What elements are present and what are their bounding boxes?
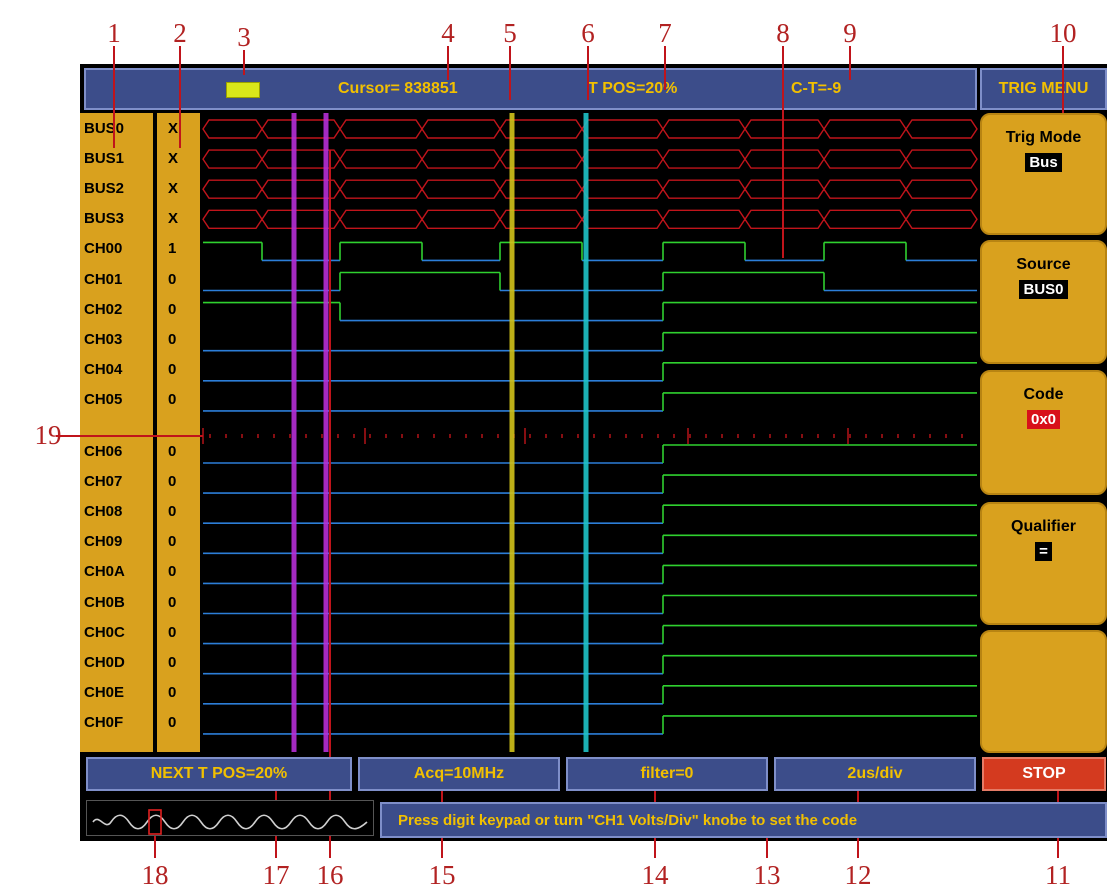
channel-label-column — [80, 113, 153, 752]
channel-label-bus3: BUS3 — [84, 210, 125, 228]
channel-value-bus2: X — [168, 180, 179, 198]
timebase-field[interactable]: 2us/div — [774, 757, 976, 791]
channel-label-ch04: CH04 — [84, 360, 123, 378]
menu-title-bar: TRIG MENU — [980, 68, 1107, 110]
callout-8: 8 — [776, 18, 790, 48]
channel-value-ch03: 0 — [168, 330, 177, 348]
status-message: Press digit keypad or turn "CH1 Volts/Di… — [398, 811, 858, 829]
source-button[interactable]: Source BUS0 — [980, 240, 1107, 364]
ct-readout: C-T=-9 — [791, 80, 842, 97]
bus-trace-3 — [202, 209, 978, 229]
channel-value-ch01: 0 — [168, 270, 177, 288]
callout-18: 18 — [141, 860, 169, 890]
callout-4: 4 — [441, 18, 455, 48]
trig-mode-value: Bus — [1025, 153, 1062, 172]
channel-value-ch0d: 0 — [168, 653, 177, 671]
menu-title: TRIG MENU — [998, 80, 1089, 97]
channel-label-ch0f: CH0F — [84, 713, 124, 731]
channel-value-ch02: 0 — [168, 300, 177, 318]
bus-trace-1 — [202, 149, 978, 169]
code-title: Code — [1023, 386, 1064, 403]
channel-value-ch0c: 0 — [168, 623, 177, 641]
channel-value-ch0b: 0 — [168, 593, 177, 611]
tpos-readout: T POS=20% — [588, 80, 678, 97]
channel-label-ch05: CH05 — [84, 390, 123, 408]
source-value: BUS0 — [1019, 280, 1068, 299]
channel-value-bus1: X — [168, 150, 179, 168]
callout-7: 7 — [658, 18, 672, 48]
channel-value-ch08: 0 — [168, 503, 177, 521]
callout-6: 6 — [581, 18, 595, 48]
oscilloscope-screen — [80, 64, 1107, 841]
overview-wave-icon — [92, 809, 368, 835]
callout-3: 3 — [237, 22, 251, 52]
channel-value-ch05: 0 — [168, 390, 177, 408]
callout-5: 5 — [503, 18, 517, 48]
callout-11: 11 — [1045, 860, 1071, 890]
callout-10: 10 — [1049, 18, 1077, 48]
channel-value-ch0e: 0 — [168, 683, 177, 701]
channel-value-ch09: 0 — [168, 533, 177, 551]
menu-blank-button[interactable] — [980, 630, 1107, 753]
channel-value-ch0f: 0 — [168, 713, 177, 731]
channel-label-ch07: CH07 — [84, 473, 123, 491]
channel-value-bus3: X — [168, 210, 179, 228]
source-title: Source — [1016, 256, 1071, 273]
callout-2: 2 — [173, 18, 187, 48]
channel-label-ch0c: CH0C — [84, 623, 125, 641]
channel-label-ch01: CH01 — [84, 270, 123, 288]
code-button[interactable]: Code 0x0 — [980, 370, 1107, 495]
channel-label-bus1: BUS1 — [84, 150, 125, 168]
next-tpos-field[interactable]: NEXT T POS=20% — [86, 757, 352, 791]
cursor-readout: Cursor= 838851 — [338, 80, 458, 97]
channel-value-ch00: 1 — [168, 240, 177, 258]
qualifier-button[interactable]: Qualifier = — [980, 502, 1107, 625]
status-message-bar: Press digit keypad or turn "CH1 Volts/Di… — [380, 802, 1107, 838]
callout-14: 14 — [641, 860, 669, 890]
qualifier-value: = — [1035, 542, 1052, 561]
channel-value-column — [157, 113, 200, 752]
callout-17: 17 — [262, 860, 290, 890]
callout-13: 13 — [753, 860, 781, 890]
channel-label-ch0b: CH0B — [84, 593, 125, 611]
callout-15: 15 — [428, 860, 456, 890]
channel-label-ch08: CH08 — [84, 503, 123, 521]
channel-value-ch06: 0 — [168, 443, 177, 460]
callout-9: 9 — [843, 18, 857, 48]
trig-mode-button[interactable]: Trig Mode Bus — [980, 113, 1107, 235]
waveform-overview — [86, 800, 374, 836]
channel-label-ch06: CH06 — [84, 443, 123, 460]
channel-label-ch09: CH09 — [84, 533, 123, 551]
acq-field[interactable]: Acq=10MHz — [358, 757, 560, 791]
channel-value-ch0a: 0 — [168, 563, 177, 581]
channel-label-ch00: CH00 — [84, 240, 123, 258]
channel-label-ch0a: CH0A — [84, 563, 125, 581]
stop-button[interactable]: STOP — [982, 757, 1106, 791]
trig-mode-title: Trig Mode — [1005, 129, 1082, 146]
top-status-bar: Cursor= 838851 T POS=20% C-T=-9 — [84, 68, 977, 110]
battery-icon — [226, 82, 260, 98]
channel-value-ch07: 0 — [168, 473, 177, 491]
callout-1: 1 — [107, 18, 121, 48]
channel-label-ch03: CH03 — [84, 330, 123, 348]
callout-16: 16 — [316, 860, 344, 890]
channel-value-bus0: X — [168, 120, 179, 137]
code-value: 0x0 — [1026, 410, 1061, 429]
bus-trace-2 — [202, 179, 978, 199]
channel-label-ch0d: CH0D — [84, 653, 125, 671]
channel-value-ch04: 0 — [168, 360, 177, 378]
channel-label-bus2: BUS2 — [84, 180, 125, 198]
bus-trace-0 — [202, 119, 978, 139]
channel-label-ch0e: CH0E — [84, 683, 125, 701]
qualifier-title: Qualifier — [1011, 518, 1076, 535]
callout-12: 12 — [844, 860, 872, 890]
channel-label-ch02: CH02 — [84, 300, 123, 318]
filter-field[interactable]: filter=0 — [566, 757, 768, 791]
